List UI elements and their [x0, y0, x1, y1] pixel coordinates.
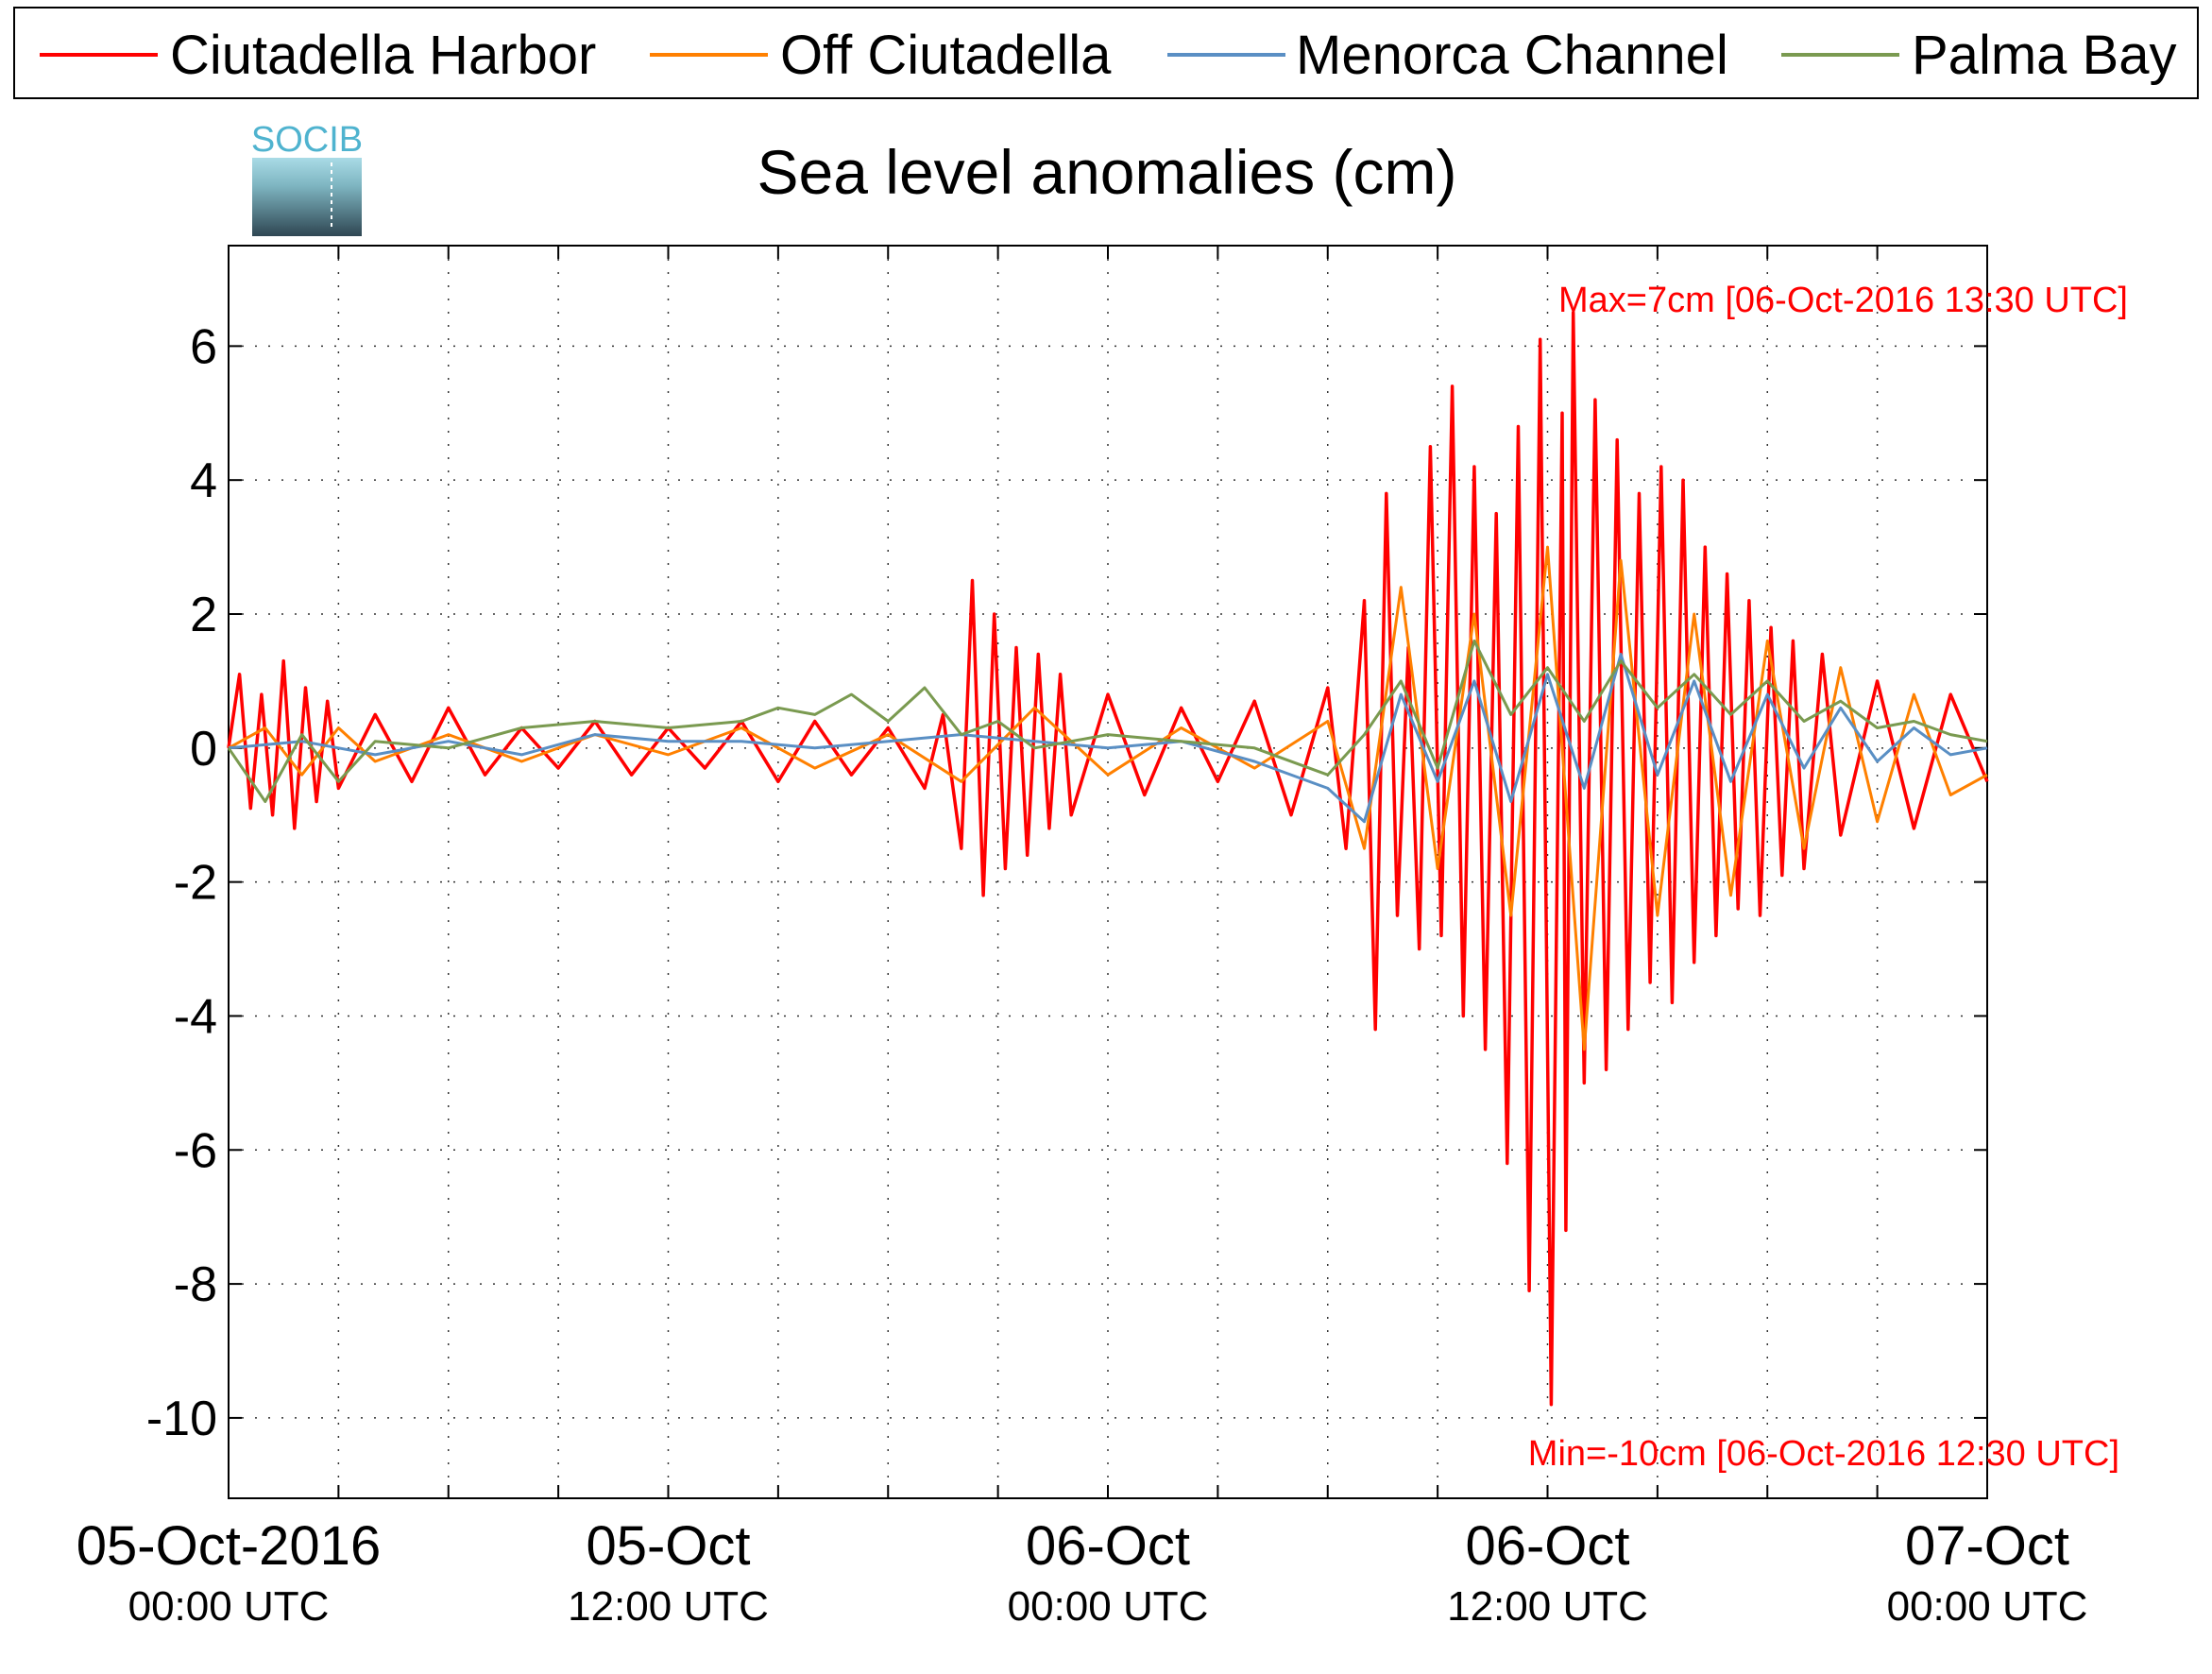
- legend-item-off-ciutadella: Off Ciutadella: [650, 25, 1112, 86]
- x-tick-time-label: 00:00 UTC: [128, 1583, 330, 1630]
- y-tick-label: 4: [190, 453, 217, 508]
- legend-item-ciutadella-harbor: Ciutadella Harbor: [40, 25, 596, 86]
- x-tick-time-label: 00:00 UTC: [1008, 1583, 1209, 1630]
- y-tick-label: -8: [174, 1257, 217, 1312]
- chart-title: Sea level anomalies (cm): [757, 137, 1457, 207]
- series-line-ciutadella-harbor: [227, 311, 1989, 1407]
- socib-logo: SOCIB: [251, 120, 363, 236]
- legend-item-menorca-channel: Menorca Channel: [1167, 25, 1728, 86]
- legend-label: Menorca Channel: [1296, 25, 1728, 86]
- y-tick-label: -4: [174, 989, 217, 1044]
- min-annotation: Min=-10cm [06-Oct-2016 12:30 UTC]: [1528, 1434, 2119, 1474]
- max-annotation: Max=7cm [06-Oct-2016 13:30 UTC]: [1558, 281, 2128, 320]
- x-axis: 05-Oct-2016 00:00 UTC 05-Oct 12:00 UTC 06-Oc…: [77, 246, 2088, 1630]
- legend-label: Ciutadella Harbor: [170, 25, 596, 86]
- legend-label: Palma Bay: [1912, 25, 2176, 86]
- series-line-palma-bay: [227, 639, 1988, 803]
- x-tick-time-label: 12:00 UTC: [568, 1583, 769, 1630]
- logo-wave: [252, 158, 362, 236]
- x-tick-date-label: 06-Oct: [1026, 1515, 1190, 1577]
- logo-text: SOCIB: [251, 120, 363, 160]
- series-lines: [227, 311, 1989, 1407]
- legend: Ciutadella Harbor Off Ciutadella Menorca C…: [13, 7, 2199, 99]
- legend-label: Off Ciutadella: [780, 25, 1112, 86]
- series-line-menorca-channel: [228, 653, 1988, 824]
- x-tick-date-label: 07-Oct: [1905, 1515, 2069, 1577]
- x-tick-time-label: 00:00 UTC: [1887, 1583, 2088, 1630]
- y-axis: 6 4 2 0 -2 -4 -6 -8 -10: [146, 319, 1987, 1446]
- x-tick-date-label: 05-Oct-2016: [77, 1515, 381, 1577]
- x-tick-date-label: 05-Oct: [586, 1515, 750, 1577]
- y-tick-label: 6: [190, 319, 217, 374]
- y-tick-label: -2: [174, 856, 217, 911]
- series-line-off-ciutadella: [228, 545, 1988, 1051]
- y-tick-label: 0: [190, 722, 217, 777]
- legend-item-palma-bay: Palma Bay: [1781, 25, 2176, 86]
- plot-area: [228, 245, 1988, 1499]
- y-tick-label: -6: [174, 1123, 217, 1178]
- x-tick-date-label: 06-Oct: [1465, 1515, 1629, 1577]
- y-tick-label: 2: [190, 588, 217, 642]
- y-tick-label: -10: [146, 1392, 217, 1446]
- x-tick-time-label: 12:00 UTC: [1447, 1583, 1648, 1630]
